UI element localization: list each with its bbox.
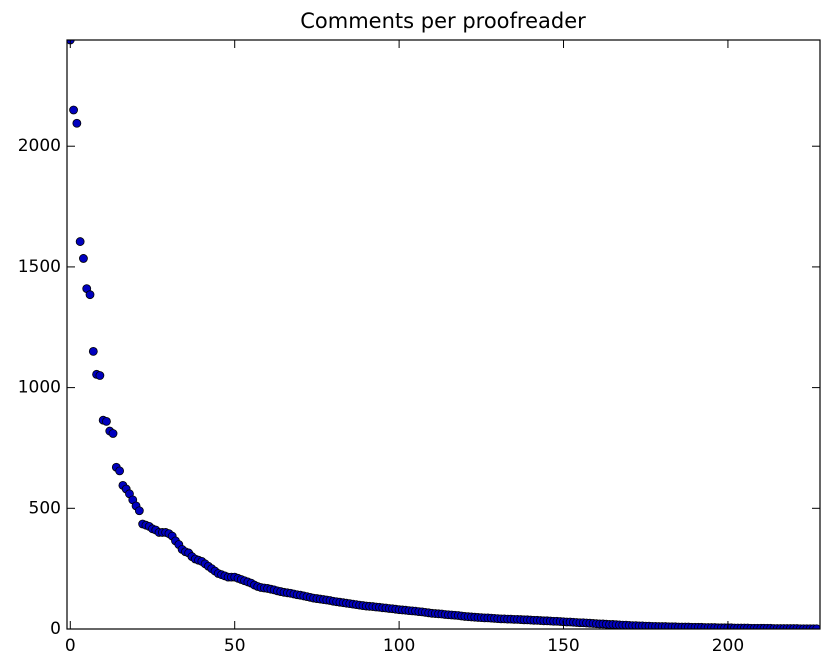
point (115, 466, 125, 476)
point (108, 429, 118, 438)
y-tick-label: 500 (29, 498, 61, 518)
x-tick-label: 100 (383, 636, 415, 656)
point (72, 118, 82, 128)
axes-frame (66, 39, 821, 630)
y-tick-label: 0 (50, 619, 61, 639)
point (102, 417, 111, 426)
point (75, 237, 85, 246)
y-tick-label: 1500 (18, 257, 61, 277)
x-tick-label: 200 (712, 636, 744, 656)
point (88, 346, 98, 356)
point (85, 290, 95, 300)
y-tick-label: 1000 (18, 378, 61, 398)
chart-title: Comments per proofreader (300, 9, 586, 33)
x-tick-label: 50 (224, 636, 246, 656)
x-tick-label: 0 (65, 636, 76, 656)
y-tick-label: 2000 (18, 136, 61, 156)
point (79, 254, 88, 263)
x-tick-label: 150 (547, 636, 579, 656)
point (95, 371, 105, 380)
point (69, 105, 78, 115)
point (134, 506, 144, 516)
plot-area (67, 40, 820, 629)
